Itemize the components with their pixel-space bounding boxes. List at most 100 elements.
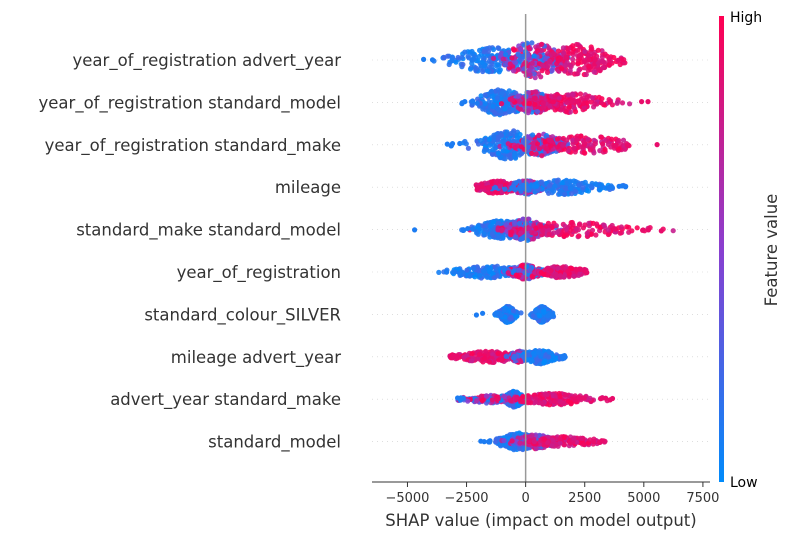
data-point [544,64,551,70]
data-point [495,396,501,402]
data-point [504,102,510,108]
data-point [546,183,553,189]
data-point [459,54,465,61]
data-point [475,96,481,102]
data-point [533,225,539,231]
data-point [500,56,506,62]
data-point [591,150,597,156]
data-point [587,147,594,153]
data-point [516,267,523,273]
data-point [540,100,546,107]
data-point [487,142,493,148]
data-point [567,67,573,73]
data-point [549,134,556,140]
data-point [469,48,475,55]
data-point [534,183,540,189]
data-point [534,109,541,115]
data-point [501,393,507,399]
data-point [527,267,533,273]
data-point [576,395,582,401]
data-point [541,271,547,277]
data-point [481,231,487,237]
data-point [474,184,481,190]
data-point [525,52,531,58]
data-point [601,222,607,228]
data-point [494,95,500,101]
data-point [531,352,537,358]
data-point [507,108,513,114]
data-point [550,99,557,105]
data-point [449,58,455,64]
data-point [488,190,494,196]
data-point [497,67,503,73]
data-point [508,398,514,404]
data-point [483,393,490,399]
data-point [533,89,539,95]
data-point [451,353,457,359]
data-point [619,100,626,106]
data-point [576,233,582,239]
data-point [581,139,587,145]
data-point [489,93,495,99]
data-point [495,227,501,233]
data-point [539,62,546,68]
data-point [504,129,510,135]
data-point [534,141,541,147]
data-point [571,145,577,151]
data-point [464,267,470,273]
data-point [441,55,447,61]
data-point [534,357,540,363]
data-point [529,230,535,236]
data-point [513,234,519,240]
data-point [477,47,483,54]
data-point [518,230,524,236]
data-point [561,233,567,239]
data-point [617,61,623,68]
data-point [459,101,465,107]
data-point [583,71,589,78]
data-point [444,141,450,147]
data-point [488,89,494,95]
data-point [591,69,597,75]
data-point [518,144,525,150]
data-point [547,103,553,109]
data-point [569,99,575,105]
data-point [533,308,539,314]
data-point [493,439,499,445]
data-point [499,90,505,96]
data-point [606,56,612,62]
data-point [548,143,554,149]
data-point [584,230,590,236]
data-point [490,147,496,153]
data-point [577,91,584,97]
data-point [563,109,570,115]
data-point [562,191,568,197]
data-point [493,310,500,316]
data-point [557,273,563,279]
data-point [582,179,588,185]
data-point [609,184,615,190]
data-point [467,66,474,72]
data-point [531,95,537,101]
data-point [561,50,567,56]
data-point [503,51,509,58]
data-point [594,182,600,188]
data-point [618,224,625,230]
data-point [624,142,630,148]
data-point [546,231,552,238]
data-point [589,184,595,190]
data-point [670,228,676,234]
data-point [600,65,606,71]
data-point [563,54,569,60]
data-point [539,179,545,185]
data-point [503,319,509,325]
data-point [495,62,501,68]
data-point [556,390,562,397]
data-point [551,51,557,57]
data-point [518,310,524,316]
data-point [565,268,571,274]
data-point [512,152,518,158]
data-point [526,100,533,106]
data-point [481,268,487,274]
